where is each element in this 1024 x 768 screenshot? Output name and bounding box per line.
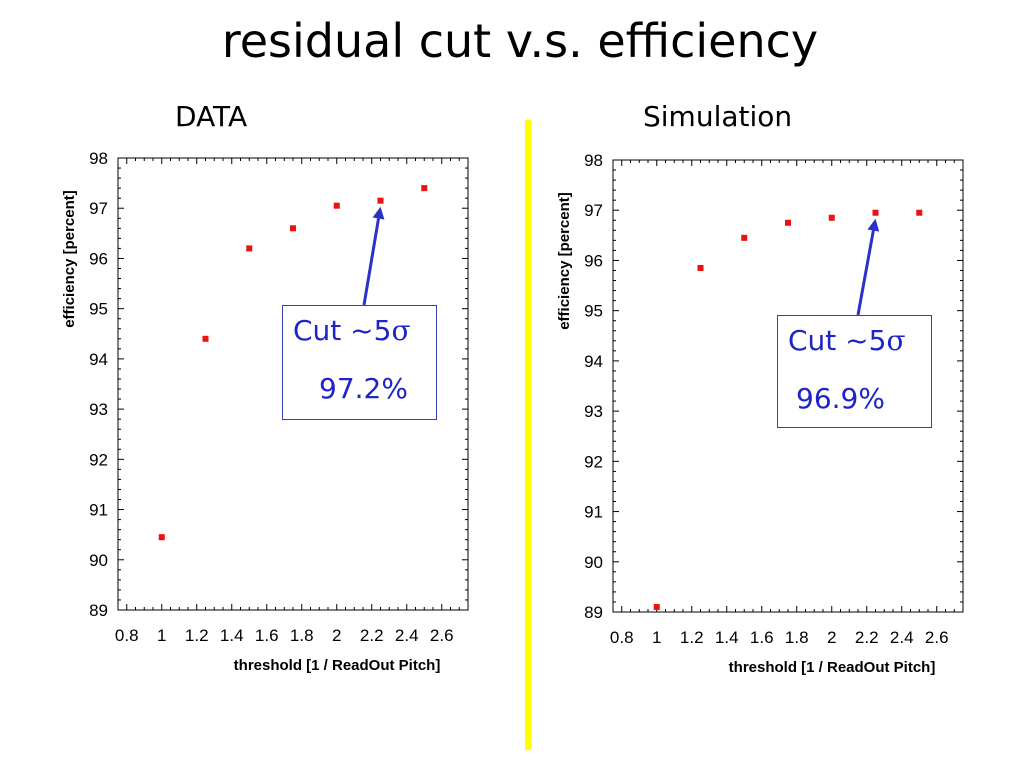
data-point bbox=[333, 202, 340, 209]
x-tick-label: 1.2 bbox=[680, 628, 704, 647]
y-tick-label: 89 bbox=[89, 601, 108, 620]
panel-label-simulation: Simulation bbox=[643, 100, 793, 133]
data-point bbox=[785, 219, 791, 226]
x-tick-label: 2 bbox=[332, 626, 341, 645]
panel-divider bbox=[525, 120, 531, 750]
y-tick-label: 90 bbox=[89, 551, 108, 570]
x-axis-title: threshold [1 / ReadOut Pitch] bbox=[234, 657, 441, 674]
y-tick-label: 90 bbox=[584, 553, 603, 572]
x-tick-label: 1.2 bbox=[185, 626, 209, 645]
x-tick-label: 0.8 bbox=[115, 626, 139, 645]
data-point bbox=[741, 234, 748, 241]
y-tick-label: 98 bbox=[584, 151, 603, 170]
y-tick-label: 91 bbox=[89, 501, 108, 520]
callout-efficiency-value: 96.9% bbox=[796, 382, 885, 415]
y-tick-label: 94 bbox=[584, 352, 603, 371]
x-tick-label: 1.4 bbox=[220, 626, 244, 645]
data-point bbox=[872, 209, 879, 216]
callout-data: Cut ~5σ 97.2% bbox=[282, 305, 437, 420]
data-point bbox=[158, 534, 165, 541]
y-tick-label: 95 bbox=[89, 300, 108, 319]
sigma-symbol: σ bbox=[886, 324, 906, 357]
y-tick-label: 97 bbox=[584, 201, 603, 220]
y-tick-label: 89 bbox=[584, 603, 603, 622]
y-tick-label: 92 bbox=[89, 450, 108, 469]
callout-simulation: Cut ~5σ 96.9% bbox=[777, 315, 932, 428]
data-point bbox=[246, 245, 253, 252]
annotation-arrowhead bbox=[867, 218, 880, 232]
x-tick-label: 2.2 bbox=[360, 626, 384, 645]
x-tick-label: 2 bbox=[827, 628, 836, 647]
callout-efficiency-value: 97.2% bbox=[319, 372, 408, 405]
x-tick-label: 0.8 bbox=[610, 628, 634, 647]
x-tick-label: 1 bbox=[157, 626, 166, 645]
x-tick-label: 1.4 bbox=[715, 628, 739, 647]
x-tick-label: 1.6 bbox=[750, 628, 774, 647]
y-tick-label: 92 bbox=[584, 452, 603, 471]
data-point bbox=[421, 185, 428, 192]
panel-label-data: DATA bbox=[175, 100, 248, 133]
y-tick-label: 93 bbox=[89, 400, 108, 419]
data-point bbox=[202, 335, 209, 342]
data-point bbox=[377, 197, 384, 204]
x-axis-title: threshold [1 / ReadOut Pitch] bbox=[729, 659, 936, 676]
y-tick-label: 91 bbox=[584, 503, 603, 522]
x-tick-label: 2.4 bbox=[395, 626, 419, 645]
callout-cut-label: Cut ~5 bbox=[788, 324, 887, 357]
y-tick-label: 97 bbox=[89, 199, 108, 218]
annotation-arrow bbox=[362, 218, 380, 306]
data-point bbox=[916, 209, 923, 216]
data-point bbox=[290, 225, 296, 232]
annotation-arrow bbox=[856, 230, 875, 316]
slide-title: residual cut v.s. efficiency bbox=[221, 14, 819, 68]
x-tick-label: 1.8 bbox=[785, 628, 809, 647]
x-tick-label: 1.6 bbox=[255, 626, 279, 645]
x-tick-label: 2.6 bbox=[925, 628, 949, 647]
x-tick-label: 1 bbox=[652, 628, 661, 647]
data-point bbox=[828, 214, 835, 221]
y-tick-label: 95 bbox=[584, 302, 603, 321]
y-tick-label: 96 bbox=[584, 251, 603, 270]
x-tick-label: 2.2 bbox=[855, 628, 879, 647]
x-tick-label: 1.8 bbox=[290, 626, 314, 645]
x-tick-label: 2.4 bbox=[890, 628, 914, 647]
y-tick-label: 93 bbox=[584, 402, 603, 421]
annotation-arrowhead bbox=[372, 206, 385, 220]
y-tick-label: 98 bbox=[89, 149, 108, 168]
y-tick-label: 94 bbox=[89, 350, 108, 369]
data-point bbox=[697, 264, 704, 271]
y-axis-title: efficiency [percent] bbox=[61, 190, 78, 328]
y-axis-title: efficiency [percent] bbox=[556, 192, 573, 330]
callout-cut-label: Cut ~5 bbox=[293, 314, 392, 347]
y-tick-label: 96 bbox=[89, 249, 108, 268]
data-point bbox=[653, 603, 660, 610]
x-tick-label: 2.6 bbox=[430, 626, 454, 645]
sigma-symbol: σ bbox=[391, 314, 411, 347]
